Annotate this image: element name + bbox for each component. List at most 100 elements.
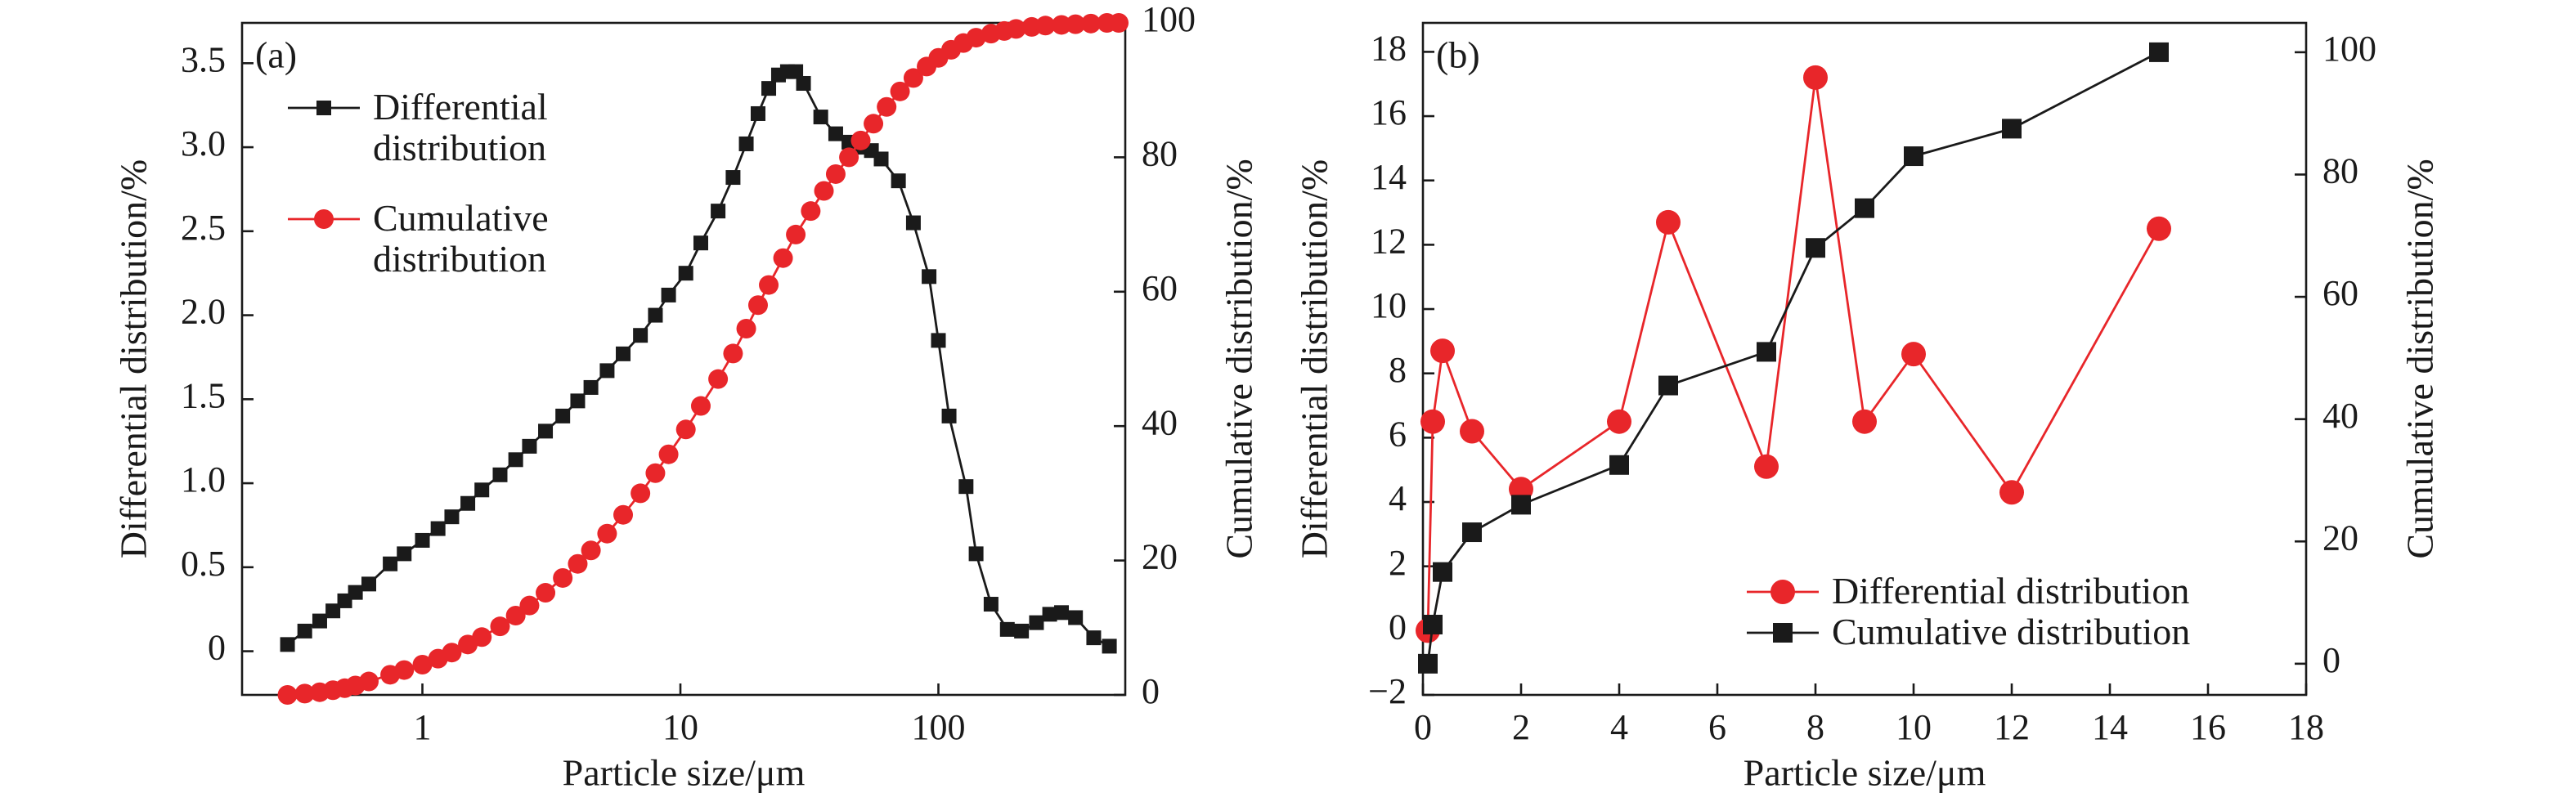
data-point bbox=[1086, 630, 1102, 646]
data-point bbox=[599, 363, 615, 379]
data-point bbox=[1420, 409, 1445, 434]
data-point bbox=[738, 136, 754, 151]
data-point bbox=[1803, 65, 1828, 90]
data-point bbox=[597, 523, 617, 544]
data-point bbox=[444, 509, 460, 525]
data-point bbox=[968, 546, 984, 562]
data-point bbox=[905, 215, 921, 231]
y-tick-label: 6 bbox=[1389, 414, 1407, 454]
y-tick-label: 18 bbox=[1371, 28, 1407, 68]
x-tick-label: 18 bbox=[2288, 707, 2324, 747]
data-point bbox=[538, 423, 554, 439]
plot-frame bbox=[1421, 21, 2308, 697]
data-point bbox=[555, 408, 571, 423]
y2-tick-label: 60 bbox=[2322, 273, 2358, 313]
plot-frame bbox=[240, 21, 1127, 697]
data-point bbox=[711, 204, 726, 219]
y2-tick-label: 100 bbox=[1142, 0, 1196, 39]
data-point bbox=[415, 532, 430, 548]
legend-box: Differential distribution bbox=[1832, 571, 2190, 612]
legend-label: Cumulative distribution bbox=[1832, 612, 2191, 652]
data-point bbox=[1080, 13, 1101, 34]
series-line bbox=[1426, 77, 2161, 631]
data-point bbox=[1904, 146, 1923, 167]
y2-tick-label: 40 bbox=[1142, 402, 1178, 442]
data-point bbox=[648, 307, 663, 323]
data-point bbox=[873, 151, 889, 167]
data-point bbox=[1770, 580, 1795, 604]
data-point bbox=[492, 467, 508, 482]
data-point bbox=[891, 173, 906, 189]
data-point bbox=[616, 346, 631, 361]
data-point bbox=[1852, 409, 1877, 434]
data-point bbox=[442, 643, 462, 663]
data-point bbox=[294, 683, 315, 704]
legend-label: Differential distribution bbox=[1832, 571, 2190, 612]
y2-tick-label: 80 bbox=[1142, 133, 1178, 173]
data-point bbox=[658, 444, 679, 464]
x-axis-title: Particle size/μm bbox=[1744, 752, 1986, 794]
data-point bbox=[736, 319, 756, 339]
data-point bbox=[1102, 638, 1117, 654]
data-point bbox=[312, 613, 327, 629]
data-point bbox=[1855, 198, 1874, 218]
data-point bbox=[1029, 615, 1044, 630]
y-tick-label: 4 bbox=[1389, 478, 1407, 518]
data-point bbox=[747, 295, 768, 316]
data-point bbox=[723, 343, 743, 364]
data-point bbox=[1773, 623, 1793, 643]
data-point bbox=[941, 408, 957, 423]
legend-box: Differential distribution bbox=[373, 87, 548, 168]
data-point bbox=[316, 101, 331, 115]
y-axis-title: Differential distribution/% bbox=[1294, 159, 1335, 558]
data-point bbox=[922, 269, 937, 285]
data-point bbox=[864, 114, 884, 134]
data-point bbox=[813, 110, 828, 125]
data-point bbox=[1423, 614, 1443, 634]
y-tick-label: 2.0 bbox=[181, 292, 226, 332]
data-point bbox=[553, 567, 573, 588]
y2-axis-title: Cumulative distribution/% bbox=[2399, 159, 2441, 558]
x-tick-label: 10 bbox=[662, 707, 698, 747]
data-point bbox=[1066, 14, 1086, 34]
data-point bbox=[1433, 562, 1452, 582]
data-point bbox=[1757, 342, 1776, 362]
data-point bbox=[1806, 238, 1825, 258]
y-tick-label: 1.5 bbox=[181, 375, 226, 415]
data-point bbox=[314, 209, 334, 229]
data-point bbox=[2147, 216, 2171, 241]
x-tick-label: 4 bbox=[1610, 707, 1628, 747]
data-point bbox=[277, 685, 298, 705]
data-point bbox=[508, 452, 523, 468]
x-tick-label: 2 bbox=[1512, 707, 1530, 747]
x-tick-label: 100 bbox=[911, 707, 965, 747]
panel-label: (b) bbox=[1436, 34, 1480, 76]
data-point bbox=[1460, 419, 1484, 444]
data-point bbox=[788, 64, 804, 79]
data-point bbox=[983, 597, 999, 612]
y-axis-title: Differential distribution/% bbox=[113, 159, 155, 558]
data-point bbox=[1014, 623, 1030, 638]
y-tick-label: 14 bbox=[1371, 157, 1407, 197]
data-point bbox=[1035, 16, 1056, 36]
data-point bbox=[1462, 522, 1482, 543]
data-point bbox=[280, 637, 295, 652]
data-point bbox=[348, 585, 363, 600]
data-point bbox=[759, 275, 779, 295]
data-point bbox=[583, 379, 599, 395]
data-point bbox=[1054, 605, 1070, 621]
y-tick-label: 10 bbox=[1371, 285, 1407, 325]
data-point bbox=[645, 463, 666, 483]
data-point bbox=[412, 655, 433, 675]
y2-tick-label: 80 bbox=[2322, 151, 2358, 191]
x-tick-label: 1 bbox=[414, 707, 432, 747]
data-point bbox=[690, 396, 711, 416]
legend-box: Cumulative distribution bbox=[373, 198, 549, 280]
data-point bbox=[693, 235, 708, 251]
data-point bbox=[1609, 455, 1629, 475]
data-point bbox=[890, 81, 910, 101]
legend-label: Differential distribution bbox=[373, 87, 548, 168]
data-point bbox=[568, 553, 588, 574]
